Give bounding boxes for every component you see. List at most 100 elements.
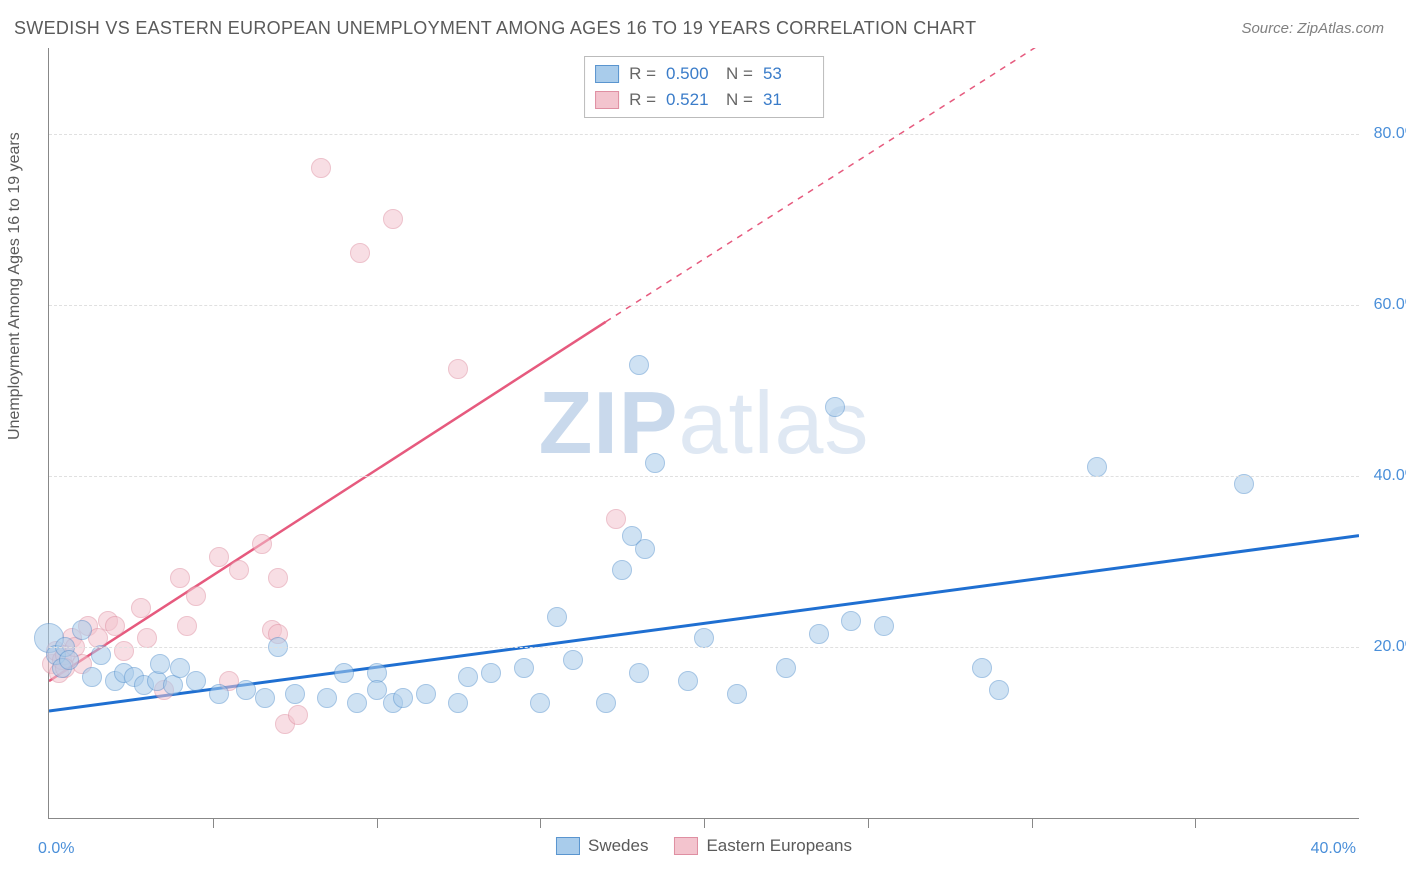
scatter-points-layer	[49, 48, 1359, 818]
scatter-point	[124, 667, 144, 687]
scatter-point	[82, 667, 102, 687]
scatter-point	[219, 671, 239, 691]
stats-box: R =0.500N =53R =0.521N =31	[584, 56, 824, 118]
stat-r-label: R =	[629, 90, 656, 110]
y-tick-label: 60.0%	[1364, 296, 1406, 314]
gridline	[49, 647, 1359, 648]
scatter-point	[52, 658, 72, 678]
scatter-point	[236, 680, 256, 700]
legend-label: Eastern Europeans	[706, 836, 852, 856]
trend-lines-layer	[49, 48, 1359, 818]
scatter-point	[448, 359, 468, 379]
scatter-point	[72, 620, 92, 640]
gridline	[49, 134, 1359, 135]
chart-title: SWEDISH VS EASTERN EUROPEAN UNEMPLOYMENT…	[14, 18, 976, 39]
plot-area: ZIPatlas R =0.500N =53R =0.521N =31 Swed…	[48, 48, 1359, 819]
scatter-point	[105, 671, 125, 691]
scatter-point	[514, 658, 534, 678]
scatter-point	[317, 688, 337, 708]
x-min-label: 0.0%	[38, 840, 74, 858]
scatter-point	[268, 568, 288, 588]
scatter-point	[347, 693, 367, 713]
scatter-point	[154, 680, 174, 700]
scatter-point	[367, 680, 387, 700]
scatter-point	[105, 616, 125, 636]
scatter-point	[1234, 474, 1254, 494]
scatter-point	[262, 620, 282, 640]
source-label: Source: ZipAtlas.com	[1241, 20, 1384, 37]
stat-n-label: N =	[726, 90, 753, 110]
scatter-point	[383, 693, 403, 713]
scatter-point	[34, 623, 64, 653]
scatter-point	[481, 663, 501, 683]
scatter-point	[393, 688, 413, 708]
gridline	[49, 476, 1359, 477]
scatter-point	[229, 560, 249, 580]
scatter-point	[98, 611, 118, 631]
x-tick	[1032, 818, 1033, 828]
stats-row: R =0.500N =53	[595, 61, 813, 87]
scatter-point	[137, 628, 157, 648]
x-tick	[213, 818, 214, 828]
trend-line	[49, 322, 606, 681]
scatter-point	[622, 526, 642, 546]
scatter-point	[78, 616, 98, 636]
scatter-point	[563, 650, 583, 670]
scatter-point	[841, 611, 861, 631]
y-tick-label: 40.0%	[1364, 467, 1406, 485]
scatter-point	[285, 684, 305, 704]
scatter-point	[776, 658, 796, 678]
scatter-point	[209, 547, 229, 567]
stats-row: R =0.521N =31	[595, 87, 813, 113]
scatter-point	[209, 684, 229, 704]
scatter-point	[49, 663, 69, 683]
scatter-point	[606, 509, 626, 529]
scatter-point	[1087, 457, 1107, 477]
scatter-point	[530, 693, 550, 713]
scatter-point	[458, 667, 478, 687]
stat-r-label: R =	[629, 64, 656, 84]
scatter-point	[177, 616, 197, 636]
scatter-point	[629, 355, 649, 375]
scatter-point	[989, 680, 1009, 700]
scatter-point	[131, 598, 151, 618]
legend-swatch	[556, 837, 580, 855]
scatter-point	[367, 663, 387, 683]
scatter-point	[635, 539, 655, 559]
scatter-point	[59, 650, 79, 670]
scatter-point	[694, 628, 714, 648]
scatter-point	[186, 586, 206, 606]
scatter-point	[62, 628, 82, 648]
scatter-point	[874, 616, 894, 636]
scatter-point	[163, 675, 183, 695]
scatter-point	[114, 641, 134, 661]
scatter-point	[275, 714, 295, 734]
scatter-point	[727, 684, 747, 704]
scatter-point	[311, 158, 331, 178]
x-max-label: 40.0%	[1311, 840, 1356, 858]
scatter-point	[46, 641, 66, 661]
x-tick	[377, 818, 378, 828]
x-tick	[540, 818, 541, 828]
scatter-point	[288, 705, 308, 725]
scatter-point	[416, 684, 436, 704]
scatter-point	[88, 628, 108, 648]
scatter-point	[334, 663, 354, 683]
y-tick-label: 80.0%	[1364, 125, 1406, 143]
scatter-point	[547, 607, 567, 627]
y-axis-label: Unemployment Among Ages 16 to 19 years	[6, 132, 24, 440]
stat-n-value: 31	[763, 90, 813, 110]
scatter-point	[678, 671, 698, 691]
scatter-point	[55, 658, 75, 678]
scatter-point	[147, 671, 167, 691]
scatter-point	[809, 624, 829, 644]
scatter-point	[170, 568, 190, 588]
x-tick	[1195, 818, 1196, 828]
legend-label: Swedes	[588, 836, 648, 856]
scatter-point	[268, 624, 288, 644]
legend-item: Swedes	[556, 836, 648, 856]
scatter-point	[629, 663, 649, 683]
watermark: ZIPatlas	[539, 372, 870, 474]
scatter-point	[42, 654, 62, 674]
y-tick-label: 20.0%	[1364, 638, 1406, 656]
